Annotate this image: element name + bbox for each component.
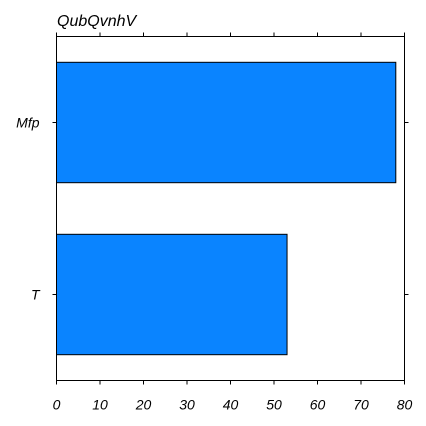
x-tick-label: 40 <box>223 397 239 413</box>
y-tick-label-t: T <box>31 287 41 303</box>
x-tick-label: 60 <box>310 397 326 413</box>
x-tick-label: 80 <box>397 397 413 413</box>
bar-t <box>57 234 288 354</box>
bars-group <box>57 62 396 354</box>
x-tick-label: 0 <box>53 397 61 413</box>
x-tick-label: 30 <box>179 397 195 413</box>
bar-mfp <box>57 62 396 182</box>
x-tick-label: 20 <box>135 397 152 413</box>
x-tick-label: 10 <box>92 397 108 413</box>
chart-title: QubQvnhV <box>57 13 137 30</box>
x-tick-label: 70 <box>353 397 369 413</box>
x-tick-label: 50 <box>266 397 282 413</box>
y-tick-label-mfp: Mfp <box>16 115 40 131</box>
